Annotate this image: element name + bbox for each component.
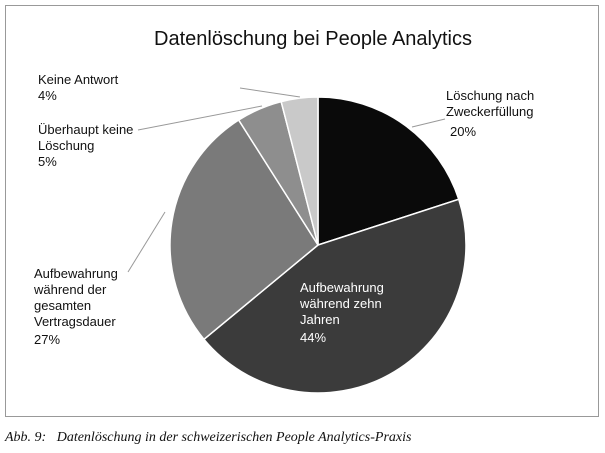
leader-line: [127, 211, 166, 273]
value-label: 4%: [38, 88, 57, 103]
slice-label: Aufbewahrung während der gesamten Vertra…: [34, 266, 118, 329]
leader-line: [239, 87, 301, 98]
leader-line: [411, 118, 446, 128]
figure-frame: [5, 5, 599, 417]
pie-slice: [280, 96, 319, 246]
caption: Abb. 9: Datenlöschung in der schweizeris…: [5, 430, 412, 445]
slice-label: Keine Antwort: [38, 72, 119, 87]
slice-label: Löschung nach Zweckerfüllung: [446, 88, 535, 119]
value-label: 27%: [34, 332, 61, 347]
value-label: 5%: [38, 154, 57, 169]
slice-label: Überhaupt keine Löschung: [38, 122, 134, 153]
leader-lines: [127, 87, 446, 273]
chart-title: Datenlöschung bei People Analytics: [154, 28, 472, 50]
pie-slice: [169, 119, 319, 341]
slice-label: Aufbewahrung während zehn Jahren: [300, 280, 384, 327]
value-label: 44%: [300, 330, 327, 345]
pie-slice: [202, 198, 467, 394]
value-label: 20%: [450, 124, 477, 139]
leader-line: [137, 105, 263, 131]
pie-slice: [317, 96, 460, 247]
